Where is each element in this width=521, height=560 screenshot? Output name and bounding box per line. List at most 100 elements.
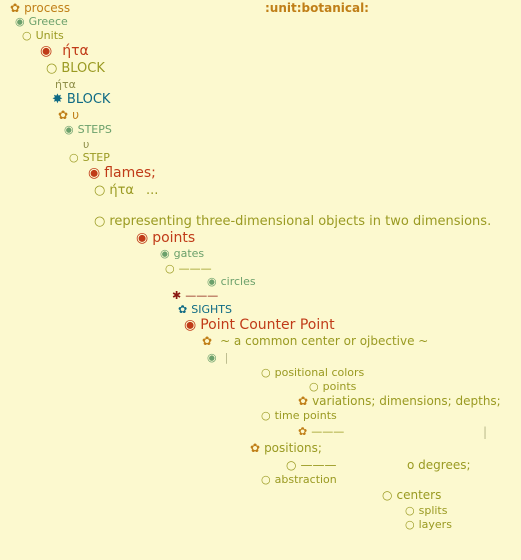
target-icon: ◉ [15,15,25,28]
target-icon: ◉ [184,317,197,333]
node-dash-positions[interactable]: ○ ——— [286,459,336,471]
node-label: BLOCK [66,92,111,107]
target-icon: ◉ [40,43,53,59]
node-label: ——— [185,289,219,302]
flower-icon: ✿ [178,303,188,316]
vertical-bar: | [483,425,488,439]
node-dash-red[interactable]: ✱ ——— [172,290,218,301]
node-label: circles [220,275,256,288]
ellipsis-text: ... [145,183,159,198]
node-label: gates [173,247,205,260]
star-icon: ✸ [52,92,63,107]
node-label: Point Counter Point [200,317,335,333]
node-label: | [224,351,229,364]
node-block[interactable]: ○ BLOCK [46,62,105,75]
node-label: time points [274,409,337,422]
node-label: BLOCK [61,61,105,76]
ring-icon: ○ [46,61,58,76]
flower-icon: ✿ [58,108,69,122]
node-steps[interactable]: ◉ STEPS [64,124,112,135]
node-circles[interactable]: ◉ circles [207,276,256,287]
node-label: SIGHTS [191,303,232,316]
target-icon: ◉ [160,247,170,260]
node-label: ήτα [62,43,89,59]
flower-icon: ✿ [250,441,261,455]
node-label: flames; [104,165,156,181]
target-icon: ◉ [136,230,149,246]
ring-icon: ○ [261,409,271,422]
node-label: centers [396,488,442,502]
node-units[interactable]: ○ Units [22,30,64,41]
node-eta-sub[interactable]: ήτα [55,78,76,91]
node-label: positional colors [274,366,365,379]
node-label: ήτα [109,183,134,198]
node-label: representing three-dimensional objects i… [109,214,492,229]
node-label: υ [72,108,80,122]
node-upsilon[interactable]: ✿ υ [58,109,79,121]
node-label: abstraction [274,473,337,486]
node-label: points [322,380,357,393]
node-layers[interactable]: ○ layers [405,519,452,530]
node-label: STEP [82,151,110,164]
ring-icon: ○ [309,380,319,393]
target-icon: ◉ [88,165,101,181]
unit-tag: :unit:botanical: [265,1,369,15]
node-eta[interactable]: ◉ ήτα [40,44,89,58]
flower-icon: ✿ [202,334,213,348]
node-label: ~ a common center or ojbective ~ [220,334,429,348]
node-label: points [152,230,196,246]
node-eta-ellipsis[interactable]: ○ ήτα... [94,184,158,197]
ring-icon: ○ [382,488,393,502]
target-icon: ◉ [207,351,217,364]
node-variations[interactable]: ✿ variations; dimensions; depths; [298,395,501,407]
node-points-sub[interactable]: ○ points [309,381,356,392]
node-abstraction[interactable]: ○ abstraction [261,474,337,485]
ring-icon: ○ [94,214,106,229]
node-label: variations; dimensions; depths; [312,394,501,408]
node-upsilon-sub[interactable]: υ [83,138,90,151]
node-sights[interactable]: ✿ SIGHTS [178,304,232,315]
ring-icon: ○ [261,366,271,379]
node-splits[interactable]: ○ splits [405,505,447,516]
node-label: positions; [264,441,322,455]
ring-icon: ○ [165,262,175,275]
ring-icon: ○ [405,518,415,531]
flower-icon: ✿ [298,394,309,408]
asterisk-icon: ✱ [172,289,182,302]
node-positional-colors[interactable]: ○ positional colors [261,367,364,378]
node-label: ——— [311,425,345,438]
node-centers[interactable]: ○ centers [382,489,441,501]
node-step[interactable]: ○ STEP [69,152,110,163]
node-representing[interactable]: ○ representing three-dimensional objects … [94,215,491,228]
node-bar[interactable]: ◉ | [207,352,228,363]
node-gates[interactable]: ◉ gates [160,248,204,259]
node-positions[interactable]: ✿ positions; [250,442,322,454]
node-common-center[interactable]: ✿ ~ a common center or ojbective ~ [202,335,428,347]
node-points[interactable]: ◉ points [136,231,195,245]
ring-icon: ○ [22,29,32,42]
node-label: ——— [178,262,212,275]
node-point-counter-point[interactable]: ◉ Point Counter Point [184,318,335,332]
ring-icon: ○ [286,458,297,472]
node-label: Units [35,29,64,42]
ring-icon: ○ [261,473,271,486]
node-label: layers [418,518,452,531]
ring-icon: ○ [69,151,79,164]
node-greece[interactable]: ◉ Greece [15,16,68,27]
flower-icon: ✿ [10,1,21,15]
target-icon: ◉ [207,275,217,288]
node-o-degrees[interactable]: o degrees; [407,458,471,472]
ring-icon: ○ [405,504,415,517]
node-dash-time[interactable]: ✿ ——— [298,426,344,437]
node-label: Greece [28,15,68,28]
node-flames[interactable]: ◉ flames; [88,166,156,180]
node-process[interactable]: ✿ process [10,2,70,14]
node-dash[interactable]: ○ ——— [165,263,212,274]
node-label: STEPS [77,123,112,136]
node-block-teal[interactable]: ✸ BLOCK [52,93,110,106]
node-label: ——— [300,458,337,472]
node-time-points[interactable]: ○ time points [261,410,337,421]
node-label: process [24,1,71,15]
flower-icon: ✿ [298,425,308,438]
